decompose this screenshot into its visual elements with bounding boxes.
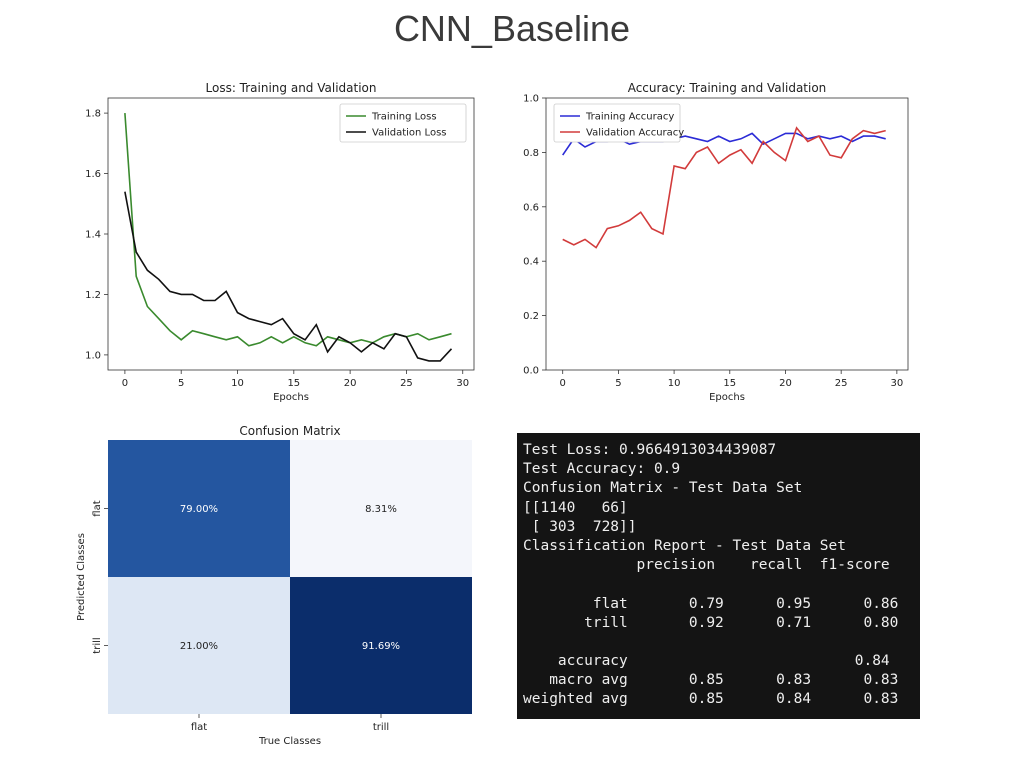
legend-box	[339, 103, 467, 143]
terminal-line: weighted avg 0.85 0.84 0.83	[523, 691, 899, 708]
accuracy-chart: Accuracy: Training and Validation 0 5 10 15 2…	[523, 81, 909, 403]
x-tick-label: 30	[890, 378, 903, 389]
terminal-line: accuracy 0.84	[523, 653, 890, 670]
terminal-line: macro avg 0.85 0.83 0.83	[523, 672, 899, 689]
plot-frame	[545, 97, 909, 371]
x-tick-label: 20	[779, 378, 792, 389]
y-tick-label: 1.8	[85, 109, 101, 120]
x-axis-label: Epochs	[273, 392, 309, 403]
terminal-line: [[1140 66]	[523, 499, 628, 516]
cell-label: 21.00%	[180, 641, 218, 652]
legend-label: Training Loss	[371, 112, 437, 123]
terminal-line: Classification Report - Test Data Set	[523, 537, 847, 554]
terminal-line: precision recall f1-score	[523, 557, 890, 574]
x-tick-label: 5	[615, 378, 621, 389]
x-tick-label: 15	[287, 378, 300, 389]
y-tick-label: 0.8	[523, 148, 539, 159]
y-tick-label: 1.0	[85, 350, 101, 361]
x-tick-label: 10	[231, 378, 244, 389]
series-line-1	[124, 191, 453, 362]
y-tick-label: 0.6	[523, 202, 539, 213]
y-tick-label: 1.0	[523, 94, 539, 105]
terminal-line: Confusion Matrix - Test Data Set	[523, 480, 803, 497]
x-tick-label: 25	[835, 378, 848, 389]
x-tick-label: 15	[723, 378, 736, 389]
y-tick-label: 1.6	[85, 169, 101, 180]
cell-label: 79.00%	[180, 504, 218, 515]
legend-label: Validation Accuracy	[586, 128, 684, 139]
terminal-line: Test Accuracy: 0.9	[523, 461, 681, 478]
chart-title: Confusion Matrix	[239, 424, 340, 438]
x-tick-label: trill	[373, 722, 389, 733]
y-tick-label: 0.0	[523, 366, 539, 377]
heatmap-cell	[290, 577, 472, 714]
terminal-line: [ 303 728]]	[523, 518, 637, 535]
cell-label: 91.69%	[362, 641, 400, 652]
y-tick-label: 0.2	[523, 311, 539, 322]
terminal-line: flat 0.79 0.95 0.86	[523, 595, 899, 612]
terminal-line	[523, 575, 920, 594]
legend-label: Training Accuracy	[585, 112, 674, 123]
heatmap-cell	[108, 440, 290, 577]
y-tick-label: trill	[92, 637, 103, 653]
x-tick-label: 20	[344, 378, 357, 389]
x-tick-label: 30	[456, 378, 469, 389]
y-tick-label: flat	[92, 500, 103, 516]
chart-title: Accuracy: Training and Validation	[628, 81, 827, 95]
legend-box	[553, 103, 681, 143]
terminal-cut-line	[523, 433, 920, 439]
y-tick-label: 0.4	[523, 257, 539, 268]
x-tick-label: 10	[668, 378, 681, 389]
y-tick-label: 1.2	[85, 290, 101, 301]
x-tick-label: 0	[560, 378, 566, 389]
series-line-1	[562, 126, 886, 249]
x-axis-label: True Classes	[258, 736, 321, 747]
x-axis-label: Epochs	[709, 392, 745, 403]
page-title: CNN_Baseline	[393, 8, 631, 49]
terminal-line: Test Loss: 0.9664913034439087	[523, 442, 777, 458]
heatmap-cell	[290, 440, 472, 577]
chart-title: Loss: Training and Validation	[206, 81, 377, 95]
series-line-0	[124, 113, 452, 347]
x-tick-label: 0	[122, 378, 128, 389]
legend-label: Validation Loss	[372, 128, 447, 139]
terminal-line	[523, 633, 920, 652]
x-tick-label: flat	[191, 722, 207, 733]
y-axis-label: Predicted Classes	[76, 533, 87, 621]
terminal-output: Test Loss: 0.9664913034439087 Test Accura…	[517, 433, 920, 719]
x-tick-label: 5	[178, 378, 184, 389]
loss-chart: Loss: Training and Validation 0 5 10 15 20 25 3…	[85, 81, 475, 403]
y-tick-label: 1.4	[85, 230, 101, 241]
terminal-line: trill 0.92 0.71 0.80	[523, 614, 899, 631]
cell-label: 8.31%	[365, 504, 397, 515]
confusion-matrix-chart: Confusion Matrix 79.00% 8.31% 21.00% 91.69% f…	[76, 424, 472, 747]
x-tick-label: 25	[400, 378, 413, 389]
heatmap-cell	[108, 577, 290, 714]
